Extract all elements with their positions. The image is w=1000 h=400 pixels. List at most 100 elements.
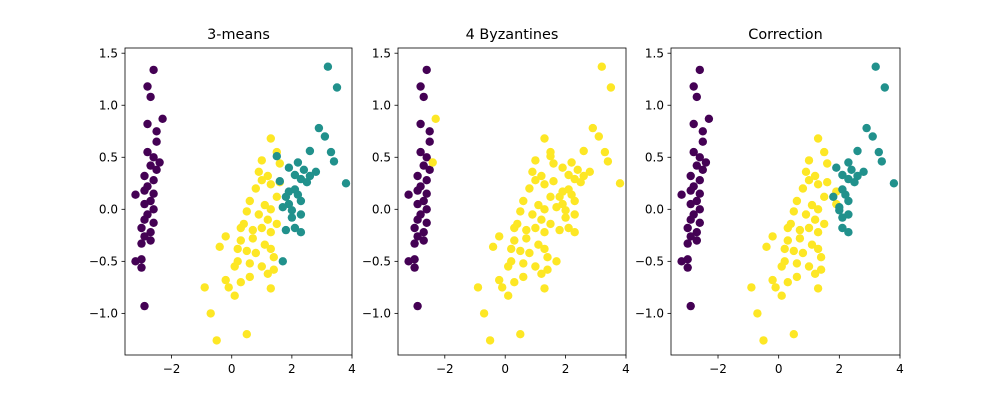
data-point <box>323 62 333 71</box>
data-point <box>137 223 146 233</box>
data-point <box>692 92 701 102</box>
data-point <box>871 62 880 71</box>
data-point <box>594 132 603 141</box>
data-point <box>844 158 853 167</box>
data-point <box>140 171 149 181</box>
data-point <box>519 259 528 268</box>
data-point <box>698 165 707 174</box>
data-point <box>823 178 832 187</box>
data-point <box>564 223 573 233</box>
y-tick-label: 1.5 <box>645 47 664 61</box>
data-point <box>683 239 692 248</box>
data-point <box>242 246 251 256</box>
y-tick-label: 0.0 <box>645 203 664 217</box>
data-point <box>683 263 692 272</box>
series-3 <box>272 62 351 266</box>
data-point <box>413 171 422 181</box>
series-1 <box>677 65 714 311</box>
data-point <box>838 170 847 180</box>
data-point <box>242 330 251 339</box>
data-point <box>519 196 528 206</box>
y-tick-label: −1.0 <box>89 307 118 321</box>
data-point <box>558 163 567 172</box>
data-point <box>257 156 266 165</box>
data-point <box>152 165 161 174</box>
data-point <box>413 301 422 311</box>
data-point <box>792 259 802 268</box>
data-point <box>588 123 597 133</box>
data-point <box>531 262 540 271</box>
data-point <box>810 215 820 224</box>
data-point <box>143 147 152 157</box>
y-tick-label: 1.0 <box>372 99 391 113</box>
data-point <box>603 157 613 166</box>
data-point <box>149 189 158 198</box>
data-point <box>537 171 546 181</box>
data-point <box>314 123 324 133</box>
data-point <box>140 301 149 311</box>
data-point <box>859 167 868 176</box>
data-point <box>801 167 811 176</box>
data-point <box>510 223 519 233</box>
data-point <box>525 248 534 258</box>
data-point <box>683 255 692 264</box>
data-point <box>844 196 853 206</box>
data-point <box>543 253 552 262</box>
data-point <box>783 236 792 245</box>
x-tick-label: 2 <box>836 362 844 376</box>
data-point <box>561 213 570 222</box>
data-point <box>768 275 777 285</box>
data-point <box>137 239 146 248</box>
y-tick-label: −0.5 <box>635 255 664 269</box>
data-point <box>422 205 431 214</box>
data-point <box>266 205 275 214</box>
data-point <box>567 190 576 199</box>
data-point <box>425 137 434 146</box>
data-point <box>498 283 507 292</box>
data-point <box>543 265 552 274</box>
data-point <box>146 228 155 237</box>
data-point <box>278 203 287 212</box>
y-tick-label: 0.5 <box>645 151 664 165</box>
data-point <box>555 225 564 235</box>
data-point <box>404 190 413 199</box>
data-point <box>519 272 528 282</box>
data-point <box>576 178 585 187</box>
data-point <box>838 223 847 233</box>
data-point <box>695 153 704 162</box>
data-point <box>783 278 792 287</box>
data-point <box>143 82 152 91</box>
x-tick-label: −2 <box>709 362 727 376</box>
data-point <box>212 336 221 345</box>
data-point <box>777 291 786 300</box>
axes-frame <box>397 47 627 356</box>
data-point <box>504 291 513 300</box>
data-point <box>413 199 422 209</box>
series-2 <box>428 62 625 345</box>
data-point <box>248 225 257 235</box>
data-point <box>832 163 841 172</box>
data-point <box>251 248 260 258</box>
data-point <box>804 156 814 165</box>
data-point <box>245 259 254 268</box>
chart-title: 3-means <box>207 27 270 43</box>
y-tick-label: −1.0 <box>635 307 664 321</box>
data-point <box>413 232 422 241</box>
data-point <box>479 309 489 318</box>
data-point <box>281 192 291 201</box>
data-point <box>510 278 519 287</box>
data-point <box>293 190 303 199</box>
data-point <box>692 236 701 245</box>
data-point <box>570 228 579 237</box>
data-point <box>771 283 780 292</box>
data-point <box>131 190 140 199</box>
data-point <box>146 236 155 245</box>
data-point <box>570 196 579 206</box>
data-point <box>816 265 826 274</box>
data-point <box>528 167 537 176</box>
data-point <box>792 196 802 206</box>
data-point <box>266 180 275 189</box>
data-point <box>816 253 826 262</box>
data-point <box>419 228 428 237</box>
data-point <box>305 146 315 156</box>
